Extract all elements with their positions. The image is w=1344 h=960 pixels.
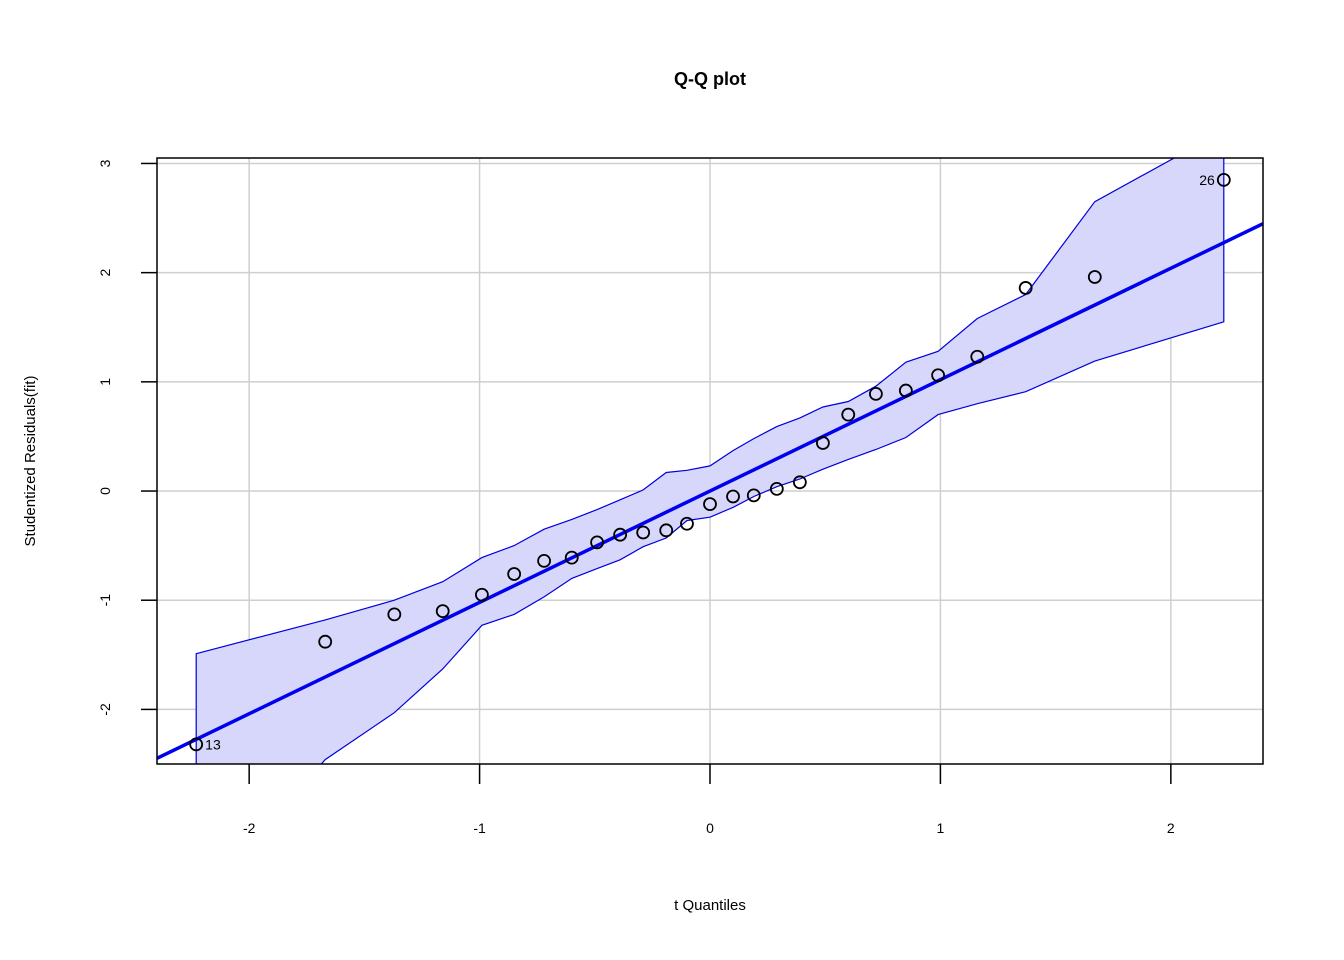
y-tick-label: -1: [97, 594, 113, 607]
data-point: [769, 481, 784, 496]
x-tick-label: 0: [706, 820, 714, 836]
data-point: [1018, 281, 1033, 295]
data-points: [189, 172, 1231, 752]
data-point: [792, 475, 807, 490]
data-point: [841, 407, 856, 422]
data-point: [636, 525, 651, 540]
x-axis-label: t Quantiles: [674, 897, 746, 914]
x-tick-label: 1: [937, 820, 945, 836]
data-point: [507, 567, 522, 581]
y-tick-label: 3: [97, 159, 113, 167]
data-point: [435, 604, 450, 619]
data-point: [703, 497, 717, 512]
point-labels: 13 26: [205, 172, 1215, 753]
data-point: [931, 368, 946, 383]
data-point: [726, 489, 740, 504]
data-point: [318, 634, 333, 649]
data-point: [659, 523, 674, 538]
data-point: [1216, 172, 1231, 187]
data-point: [816, 436, 830, 450]
data-point: [898, 383, 913, 398]
y-tick-label: 1: [97, 378, 113, 386]
reference-line: [157, 222, 1263, 760]
data-point: [474, 587, 489, 602]
y-tick-label: -2: [97, 703, 113, 716]
y-tick-label: 2: [97, 269, 113, 277]
data-point: [564, 550, 579, 565]
data-point: [613, 527, 628, 542]
x-axis: -2 -1 0 1 2: [243, 764, 1175, 836]
point-label: 13: [205, 736, 221, 752]
data-point: [590, 535, 604, 550]
x-tick-label: -2: [243, 820, 256, 836]
x-tick-label: -1: [473, 820, 486, 836]
y-tick-label: 0: [97, 487, 113, 495]
x-tick-label: 2: [1167, 820, 1175, 836]
chart-title: Q-Q plot: [674, 69, 746, 89]
data-point: [869, 386, 883, 401]
point-label: 26: [1199, 172, 1215, 188]
data-point: [387, 607, 402, 622]
reference-line-group: [157, 222, 1263, 760]
y-axis: -2 -1 0 1 2 3: [97, 159, 157, 716]
data-point: [680, 516, 694, 531]
data-point: [1087, 270, 1102, 284]
confidence-band-area: [195, 158, 1225, 764]
data-point: [746, 488, 761, 503]
data-point: [537, 554, 551, 568]
y-axis-label: Studentized Residuals(fit): [22, 376, 39, 547]
data-point: [189, 737, 204, 752]
confidence-band: [195, 158, 1225, 764]
data-point: [970, 349, 985, 364]
